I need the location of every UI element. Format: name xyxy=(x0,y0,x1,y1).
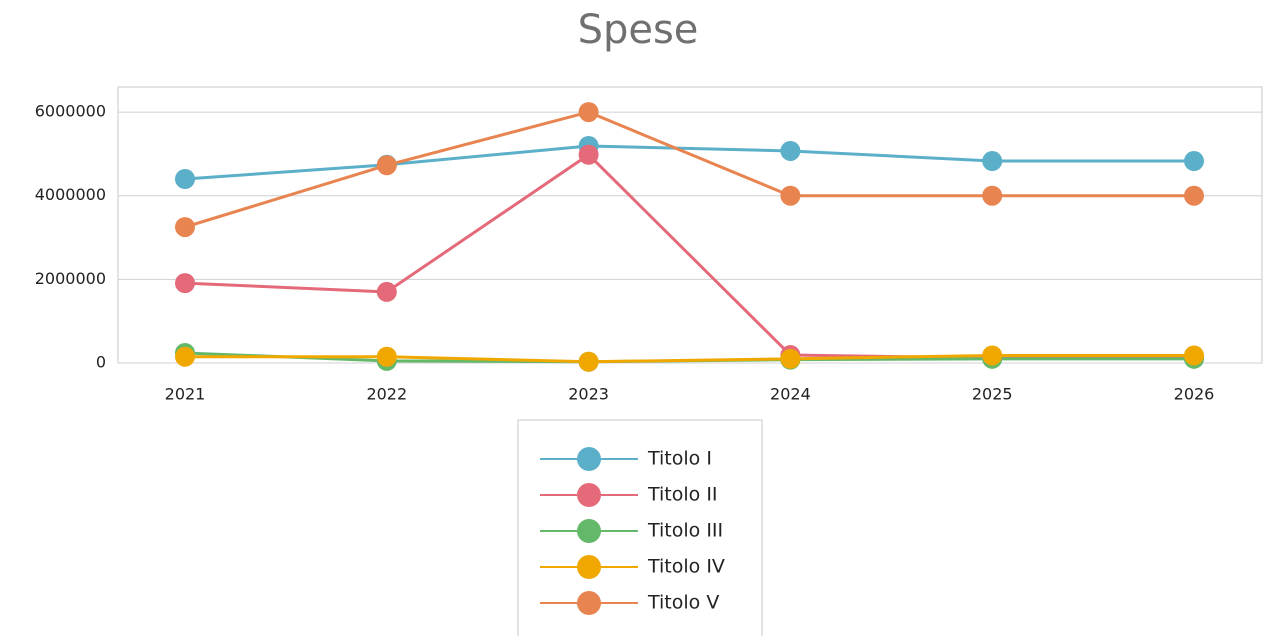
x-tick-label: 2025 xyxy=(972,385,1013,404)
legend-marker xyxy=(577,447,601,471)
data-point xyxy=(982,151,1003,172)
legend-marker xyxy=(577,555,601,579)
plot-area xyxy=(117,86,1263,364)
series-line xyxy=(185,353,1194,364)
data-point xyxy=(175,346,195,367)
legend xyxy=(517,419,763,636)
data-point xyxy=(175,273,195,294)
series-line xyxy=(184,110,1194,229)
data-point xyxy=(175,169,195,189)
series-line xyxy=(184,144,1194,181)
chart-title: Spese xyxy=(578,7,699,53)
legend-label: Titolo II xyxy=(647,484,718,506)
legend-marker xyxy=(577,591,601,615)
y-tick-label: 2000000 xyxy=(35,269,106,288)
data-point xyxy=(982,185,1003,206)
x-tick-label: 2022 xyxy=(366,385,407,404)
legend-label: Titolo IV xyxy=(647,556,725,578)
legend-label: Titolo V xyxy=(647,592,719,614)
data-point xyxy=(1184,185,1204,206)
data-point xyxy=(376,346,397,367)
legend-marker xyxy=(577,519,601,543)
data-point xyxy=(578,351,599,372)
legend-marker xyxy=(577,483,601,507)
data-point xyxy=(175,217,195,238)
y-tick-label: 6000000 xyxy=(35,102,106,121)
legend-label: Titolo III xyxy=(647,520,723,542)
x-tick-label: 2021 xyxy=(165,385,206,404)
data-point xyxy=(376,281,397,302)
x-tick-label: 2026 xyxy=(1174,385,1215,404)
x-tick-label: 2023 xyxy=(568,385,609,404)
data-point xyxy=(982,345,1003,366)
data-point xyxy=(780,185,801,206)
y-tick-label: 4000000 xyxy=(35,185,106,204)
data-point xyxy=(1184,151,1204,172)
y-tick-label: 0 xyxy=(96,353,106,372)
data-point xyxy=(780,140,801,161)
data-point xyxy=(578,102,599,123)
x-tick-label: 2024 xyxy=(770,385,811,404)
series-line xyxy=(184,152,1194,360)
data-point xyxy=(1184,345,1204,366)
data-point xyxy=(578,144,599,165)
data-point xyxy=(780,348,801,369)
legend-label: Titolo I xyxy=(647,448,712,470)
data-point xyxy=(376,155,397,176)
